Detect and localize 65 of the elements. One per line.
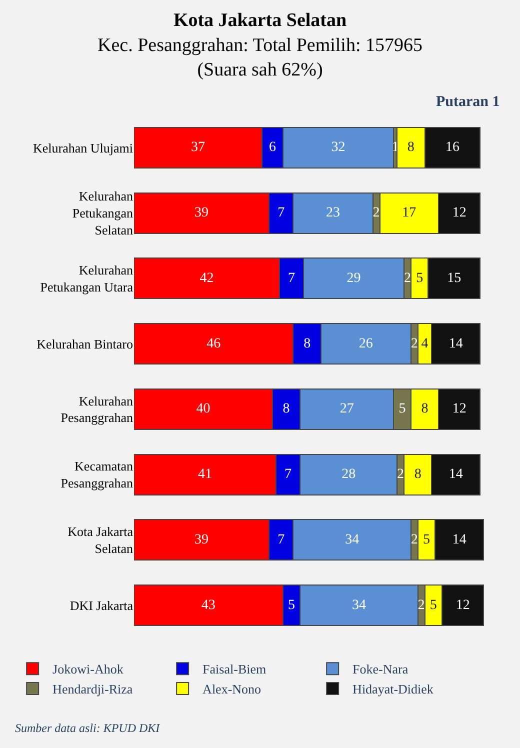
legend-label: Jokowi-Ahok bbox=[52, 662, 124, 677]
data-label: 7 bbox=[284, 467, 292, 482]
data-label: 41 bbox=[198, 467, 212, 482]
data-label: 32 bbox=[331, 140, 346, 156]
data-label: 4 bbox=[421, 336, 428, 352]
data-label: 2 bbox=[410, 336, 418, 352]
data-label: 46 bbox=[206, 336, 221, 352]
data-label: 6 bbox=[268, 140, 276, 156]
data-label: 2 bbox=[418, 598, 425, 613]
data-label: 34 bbox=[345, 532, 360, 548]
data-label: 5 bbox=[416, 270, 424, 286]
data-label: 12 bbox=[452, 402, 466, 417]
data-label: 14 bbox=[448, 467, 463, 482]
data-label: 2 bbox=[372, 206, 380, 221]
data-label: 2 bbox=[404, 270, 411, 286]
data-label: 40 bbox=[196, 402, 210, 417]
data-label: 16 bbox=[445, 140, 460, 156]
legend-label: Foke-Nara bbox=[352, 662, 408, 677]
data-label: 7 bbox=[288, 270, 295, 286]
data-label: 28 bbox=[342, 467, 356, 482]
legend-label: Alex-Nono bbox=[202, 682, 262, 697]
data-label: 17 bbox=[402, 206, 416, 221]
data-label: 5 bbox=[398, 402, 406, 417]
legend-label: Faisal-Biem bbox=[202, 662, 266, 677]
chart-subtitle: Kec. Pesanggrahan: Total Pemilih: 157965 (Suara sah 62%) bbox=[98, 34, 422, 81]
data-label: 34 bbox=[352, 598, 366, 613]
text: Sumber data asli: KPUD DKI bbox=[15, 721, 161, 735]
data-label: 5 bbox=[288, 598, 295, 613]
data-label: 5 bbox=[430, 598, 437, 613]
data-label: 42 bbox=[200, 270, 214, 286]
data-label: 27 bbox=[340, 402, 354, 417]
y-tick-label: Kelurahan Pesanggrahan bbox=[60, 393, 134, 426]
data-label: 2 bbox=[397, 467, 404, 482]
data-label: 8 bbox=[407, 140, 414, 156]
data-label: 15 bbox=[447, 270, 462, 286]
data-label: 8 bbox=[304, 336, 311, 352]
y-tick-label: DKI Jakarta bbox=[70, 598, 134, 613]
legend-label: Hidayat-Didiek bbox=[352, 682, 434, 697]
data-label: 12 bbox=[456, 598, 470, 613]
y-tick-label: Kelurahan Ulujami bbox=[33, 140, 134, 156]
y-tick-label: Kelurahan Petukangan Selatan bbox=[72, 188, 134, 238]
data-label: 12 bbox=[452, 206, 466, 221]
y-tick-label: Kecamatan Pesanggrahan bbox=[60, 458, 134, 491]
data-label: 7 bbox=[278, 206, 285, 221]
data-label: 8 bbox=[421, 402, 428, 417]
data-label: 8 bbox=[414, 467, 422, 482]
data-label: 8 bbox=[282, 402, 290, 417]
data-label: 2 bbox=[410, 532, 418, 548]
data-label: 39 bbox=[194, 206, 208, 221]
data-label: 26 bbox=[358, 336, 373, 352]
legend-label: Hendardji-Riza bbox=[52, 682, 133, 697]
y-tick-label: Kelurahan Petukangan Utara bbox=[40, 262, 134, 294]
y-tick-label: Kelurahan Bintaro bbox=[36, 336, 133, 352]
chart-title: Kota Jakarta Selatan bbox=[173, 10, 347, 32]
data-label: 43 bbox=[201, 598, 216, 613]
data-label: 14 bbox=[448, 336, 463, 352]
data-label: 39 bbox=[194, 532, 208, 548]
text: Putaran 1 bbox=[436, 94, 500, 110]
data-label: 23 bbox=[326, 206, 340, 221]
data-label: 14 bbox=[452, 532, 466, 548]
data-label: 7 bbox=[278, 532, 285, 548]
data-label: 29 bbox=[346, 270, 361, 286]
y-tick-label: Kota Jakarta Selatan bbox=[68, 524, 134, 556]
data-label: 37 bbox=[191, 140, 206, 156]
data-label: 5 bbox=[422, 532, 430, 548]
